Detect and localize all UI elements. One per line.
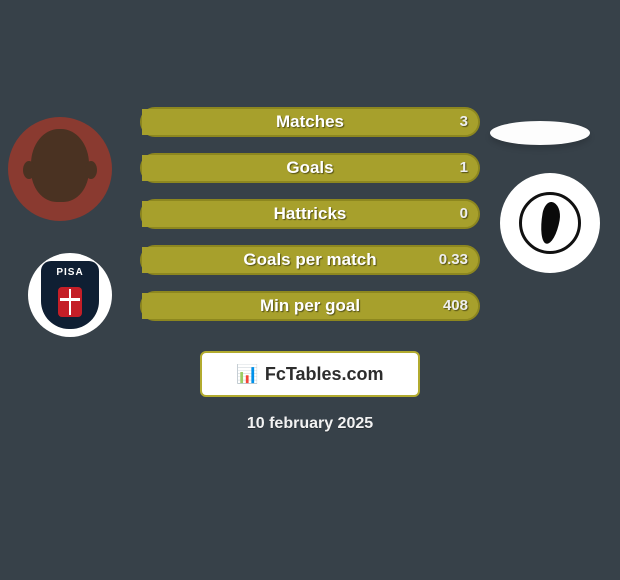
pisa-badge-text: PISA bbox=[56, 267, 83, 278]
bar-value-right: 0 bbox=[460, 201, 468, 227]
player-face-left bbox=[8, 117, 112, 221]
date-text: 10 february 2025 bbox=[0, 415, 620, 433]
stat-bar-row: Hattricks0 bbox=[140, 199, 480, 229]
bar-label: Min per goal bbox=[142, 293, 478, 319]
chart-icon: 📊 bbox=[236, 364, 258, 385]
comparison-area: PISA Matches3 Goals1 Hattricks0 Goals per m… bbox=[0, 107, 620, 367]
stat-bar-row: Matches3 bbox=[140, 107, 480, 137]
brand-badge[interactable]: 📊 FcTables.com bbox=[200, 351, 420, 397]
stat-bar-row: Goals per match0.33 bbox=[140, 245, 480, 275]
bar-label: Goals per match bbox=[142, 247, 478, 273]
stat-bars: Matches3Goals1Hattricks0Goals per match0… bbox=[140, 107, 480, 337]
bar-value-right: 408 bbox=[443, 293, 468, 319]
stat-bar-row: Min per goal408 bbox=[140, 291, 480, 321]
bar-value-right: 1 bbox=[460, 155, 468, 181]
bar-label: Hattricks bbox=[142, 201, 478, 227]
bar-value-right: 0.33 bbox=[439, 247, 468, 273]
cesena-badge-icon bbox=[515, 188, 585, 258]
club-logo-left: PISA bbox=[28, 253, 112, 337]
stat-bar-row: Goals1 bbox=[140, 153, 480, 183]
bar-value-right: 3 bbox=[460, 109, 468, 135]
club-logo-right bbox=[500, 173, 600, 273]
brand-text: FcTables.com bbox=[265, 364, 384, 385]
player-photo-left bbox=[8, 117, 112, 221]
bar-label: Goals bbox=[142, 155, 478, 181]
player-photo-right-placeholder bbox=[490, 121, 590, 145]
bar-label: Matches bbox=[142, 109, 478, 135]
pisa-badge-icon: PISA bbox=[41, 261, 99, 329]
